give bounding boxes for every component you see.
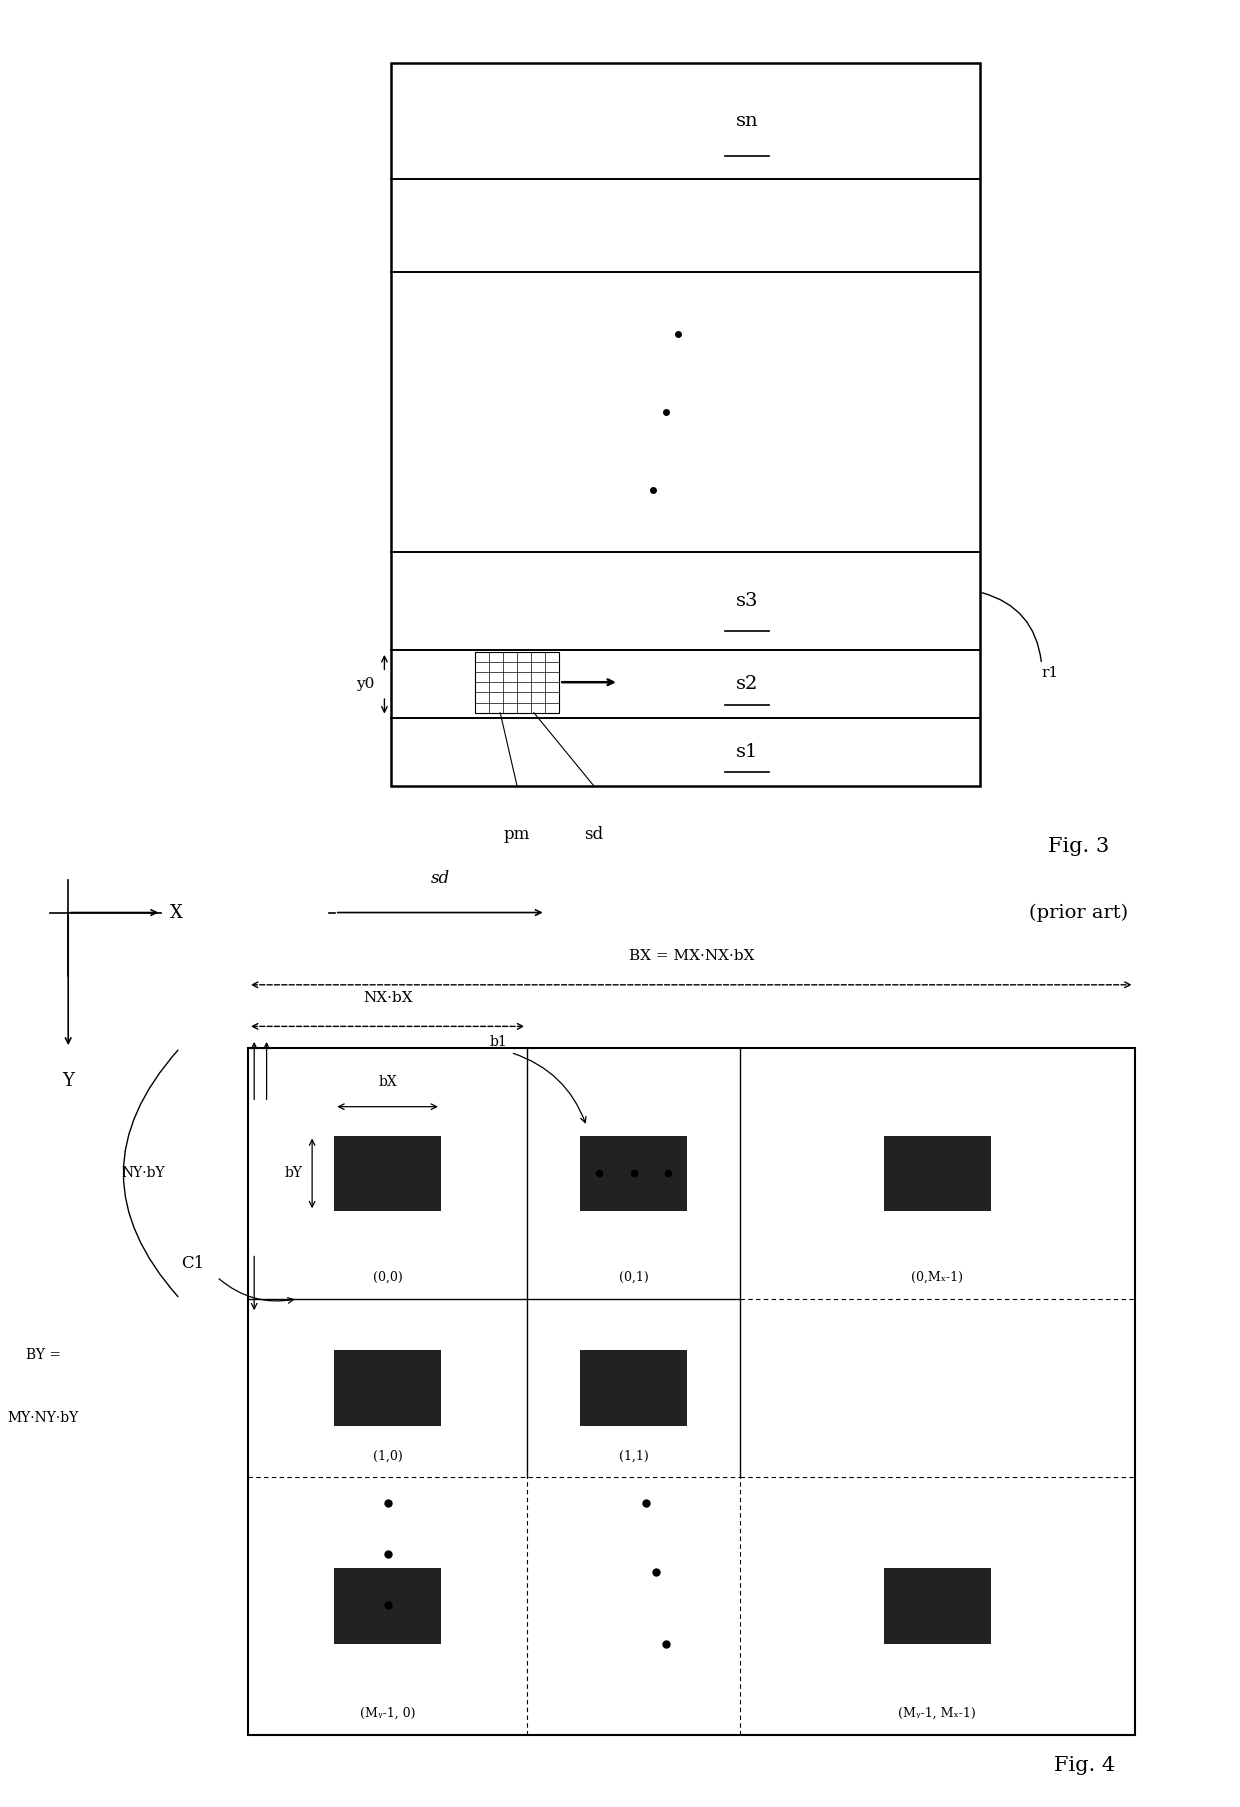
- Text: Y: Y: [62, 1072, 74, 1090]
- Text: r1: r1: [1042, 667, 1059, 681]
- Text: X: X: [170, 904, 182, 922]
- Bar: [884, 1568, 991, 1644]
- Text: s2: s2: [735, 676, 759, 694]
- Text: sn: sn: [735, 112, 759, 130]
- Text: Fig. 3: Fig. 3: [1048, 837, 1110, 857]
- Bar: [884, 1135, 991, 1211]
- Text: Fig. 4: Fig. 4: [1054, 1756, 1116, 1776]
- Text: sd: sd: [584, 826, 604, 842]
- Text: bY: bY: [284, 1166, 303, 1180]
- Bar: [248, 1048, 1135, 1735]
- Text: b1: b1: [490, 1035, 507, 1048]
- Text: (Mᵧ-1, 0): (Mᵧ-1, 0): [360, 1708, 415, 1720]
- Text: (1,0): (1,0): [373, 1449, 403, 1464]
- Text: bX: bX: [378, 1075, 397, 1088]
- Bar: [335, 1568, 441, 1644]
- Text: (0,1): (0,1): [619, 1272, 649, 1285]
- Text: NY·bY: NY·bY: [122, 1166, 165, 1180]
- Text: BX = MX·NX·bX: BX = MX·NX·bX: [629, 949, 754, 963]
- Text: NX·bX: NX·bX: [363, 990, 413, 1005]
- Bar: [475, 652, 559, 712]
- Text: (1,1): (1,1): [619, 1449, 649, 1464]
- Text: s3: s3: [735, 593, 759, 611]
- Text: C1: C1: [181, 1254, 205, 1272]
- Bar: [580, 1350, 687, 1426]
- Text: MY·NY·bY: MY·NY·bY: [7, 1411, 79, 1426]
- Text: s1: s1: [735, 743, 759, 761]
- Text: (0,Mₓ-1): (0,Mₓ-1): [911, 1272, 963, 1285]
- Bar: [580, 1135, 687, 1211]
- Text: y0: y0: [356, 678, 374, 692]
- Text: (0,0): (0,0): [373, 1272, 403, 1285]
- Bar: [335, 1350, 441, 1426]
- Text: (Mᵧ-1, Mₓ-1): (Mᵧ-1, Mₓ-1): [899, 1708, 976, 1720]
- Text: (prior art): (prior art): [1029, 904, 1128, 922]
- Bar: [335, 1135, 441, 1211]
- Text: sd: sd: [430, 871, 450, 887]
- Text: BY =: BY =: [26, 1348, 61, 1362]
- Text: pm: pm: [503, 826, 531, 842]
- Bar: [391, 63, 980, 786]
